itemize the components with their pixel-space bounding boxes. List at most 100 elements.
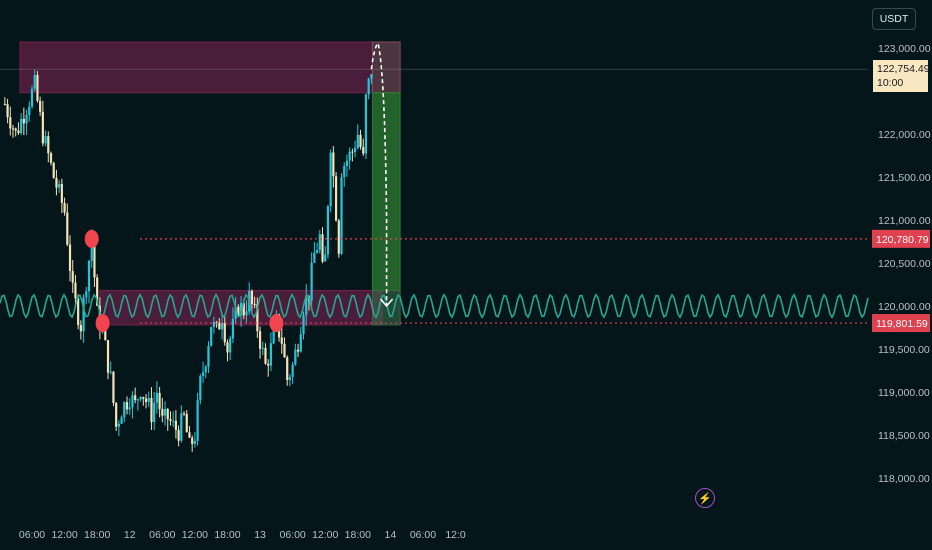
markers-layer [84, 229, 284, 333]
x-tick-label: 12:00 [51, 529, 77, 541]
candle-body [286, 357, 289, 380]
candle-body [340, 177, 343, 254]
y-tick-label: 120,000.00 [878, 301, 931, 313]
x-axis: 06:00 12:00 18:00 12 06:00 12:00 18:00 13 06:00 1… [19, 529, 466, 541]
x-tick-label: 12:00 [312, 529, 338, 541]
x-tick-label: 06:00 [410, 529, 436, 541]
candle-body [223, 322, 226, 343]
candle-body [239, 303, 243, 316]
candle-body [362, 146, 365, 154]
candle-body [210, 326, 213, 346]
candle-body [229, 338, 232, 353]
last-price-tag: 122,754.49 10:00 [873, 60, 930, 92]
candle-body [188, 432, 191, 438]
candle-body [17, 130, 20, 134]
candle-body [296, 349, 300, 352]
candle-body [120, 417, 123, 424]
x-tick-label: 13 [254, 529, 266, 541]
candle-body [191, 437, 194, 444]
candle-body [25, 114, 28, 124]
candle-body [60, 184, 63, 203]
candle-body [256, 304, 259, 332]
candles-layer [3, 69, 373, 452]
candle-body [30, 88, 34, 107]
candle-body [332, 152, 335, 177]
candle-body [161, 408, 164, 416]
zone-target_bottom [371, 290, 401, 326]
candle-body [321, 234, 324, 262]
candle-body [288, 376, 292, 380]
currency-button[interactable]: USDT [872, 8, 916, 30]
candle-body [242, 303, 245, 316]
candle-body [9, 117, 12, 129]
candle-body [370, 73, 373, 79]
pivot-marker-2 [269, 314, 284, 333]
zone-supply_upper [19, 41, 373, 94]
candle-body [348, 151, 351, 161]
candle-body [220, 322, 224, 330]
candle-body [174, 420, 177, 430]
last-price-value: 122,754.49 [877, 63, 930, 75]
x-tick-label: 06:00 [149, 529, 175, 541]
candle-body [199, 376, 202, 401]
candle-body [305, 295, 308, 316]
candle-body [136, 399, 139, 401]
y-tick-label: 123,000.00 [878, 43, 931, 55]
candle-body [177, 429, 180, 441]
candle-body [90, 239, 93, 261]
candle-body [155, 392, 158, 403]
candle-body [267, 363, 270, 366]
projection-path [370, 42, 388, 306]
candle-body [96, 277, 99, 306]
candle-body [22, 118, 25, 124]
candle-body [123, 402, 126, 418]
candle-body [359, 134, 362, 147]
y-axis: 118,000.00 118,500.00 119,000.00 119,500.00… [878, 43, 931, 485]
candle-body [28, 106, 31, 115]
candle-body [299, 334, 302, 352]
candle-body [291, 364, 294, 377]
candle-body [79, 324, 82, 332]
candle-body [44, 136, 47, 144]
candle-body [364, 94, 368, 154]
candle-body [212, 322, 216, 327]
candle-body [231, 318, 235, 339]
level-tag-bg-1 [872, 314, 930, 333]
zones-layer [0, 41, 868, 326]
candle-body [294, 349, 297, 365]
projection-layer [370, 42, 394, 308]
x-tick-label: 18:00 [345, 529, 371, 541]
candle-body [104, 328, 107, 341]
x-tick-label: 18:00 [214, 529, 240, 541]
candle-body [139, 397, 142, 400]
x-tick-label: 14 [385, 529, 397, 541]
candle-body [166, 408, 169, 420]
candle-body [142, 397, 145, 399]
candle-body [153, 402, 156, 422]
candle-body [356, 134, 359, 149]
lightning-icon[interactable]: ⚡ [695, 488, 715, 508]
candle-body [52, 162, 55, 179]
candle-body [158, 392, 161, 409]
candle-body [353, 148, 357, 152]
candle-body [87, 260, 91, 292]
candle-body [261, 347, 264, 349]
x-tick-label: 06:00 [279, 529, 305, 541]
y-tick-label: 118,000.00 [878, 473, 930, 485]
level-tag-label-0: 120,780.79 [876, 234, 929, 246]
candle-body [172, 420, 175, 422]
candle-body [315, 250, 319, 253]
candle-body [193, 440, 196, 444]
candle-body [245, 311, 248, 316]
zone-stop_zone [371, 41, 401, 94]
y-tick-label: 121,500.00 [878, 172, 931, 184]
x-tick-label: 06:00 [19, 529, 45, 541]
y-tick-label: 121,000.00 [878, 215, 931, 227]
level-tag-label-1: 119,801.59 [876, 318, 928, 330]
candle-body [302, 315, 305, 335]
candle-body [117, 423, 120, 427]
candle-body [41, 111, 44, 144]
candle-body [237, 306, 240, 316]
